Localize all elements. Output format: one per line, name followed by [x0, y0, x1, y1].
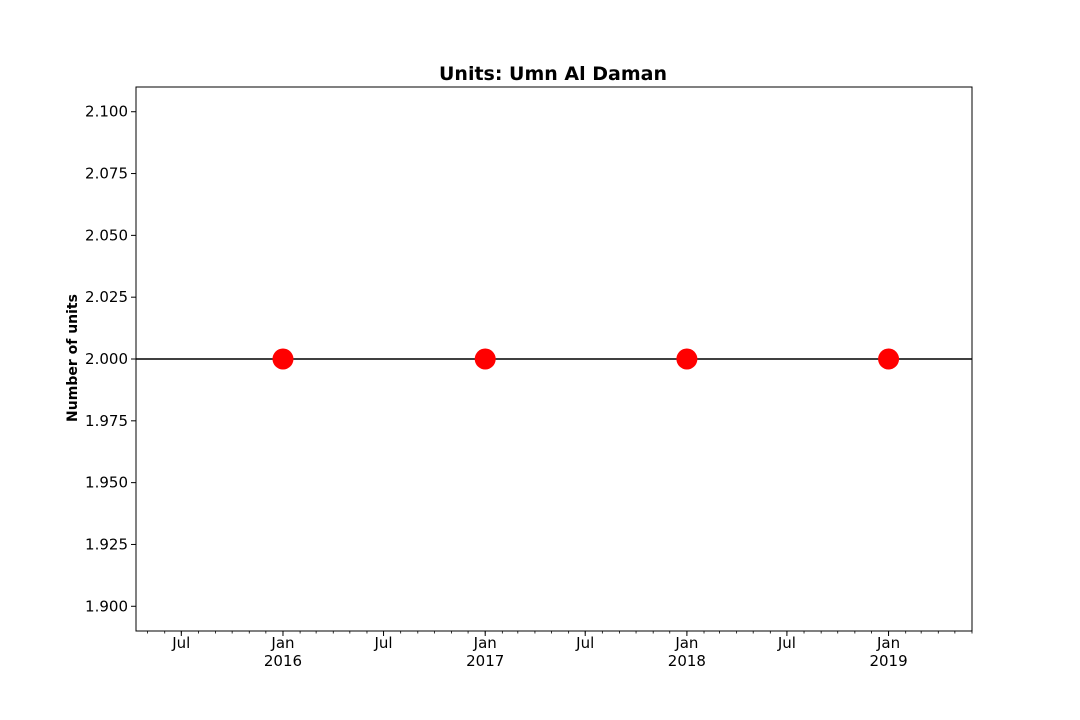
y-tick-label: 1.925 [85, 535, 128, 553]
x-tick-year-label: 2016 [264, 652, 302, 670]
data-point [474, 348, 496, 370]
x-tick-year-label: 2017 [466, 652, 504, 670]
data-point [676, 348, 698, 370]
x-tick-label: Jul [777, 634, 796, 652]
x-tick-label: Jul [373, 634, 392, 652]
y-tick-label: 2.000 [85, 350, 128, 368]
y-tick-label: 2.050 [85, 226, 128, 244]
x-tick-year-label: 2019 [869, 652, 907, 670]
y-tick-label: 2.025 [85, 288, 128, 306]
y-axis-label: Number of units [65, 294, 81, 422]
y-tick-label: 1.975 [85, 412, 128, 430]
data-point [878, 348, 900, 370]
x-tick-label: Jan [473, 634, 497, 652]
y-tick-label: 1.950 [85, 474, 128, 492]
plot-area: 1.900 1.925 1.950 1.975 2.000 2.025 2.050 2.075… [85, 86, 973, 670]
x-tick-label: Jul [171, 634, 190, 652]
y-tick-label: 1.900 [85, 597, 128, 615]
y-tick-label: 2.100 [85, 103, 128, 121]
x-tick-year-label: 2018 [668, 652, 706, 670]
data-point [272, 348, 294, 370]
x-tick-label: Jul [575, 634, 594, 652]
x-tick-label: Jan [674, 634, 698, 652]
chart-title: Units: Umn Al Daman [439, 63, 667, 85]
y-tick-label: 2.075 [85, 165, 128, 183]
x-tick-label: Jan [270, 634, 294, 652]
x-tick-label: Jan [876, 634, 900, 652]
